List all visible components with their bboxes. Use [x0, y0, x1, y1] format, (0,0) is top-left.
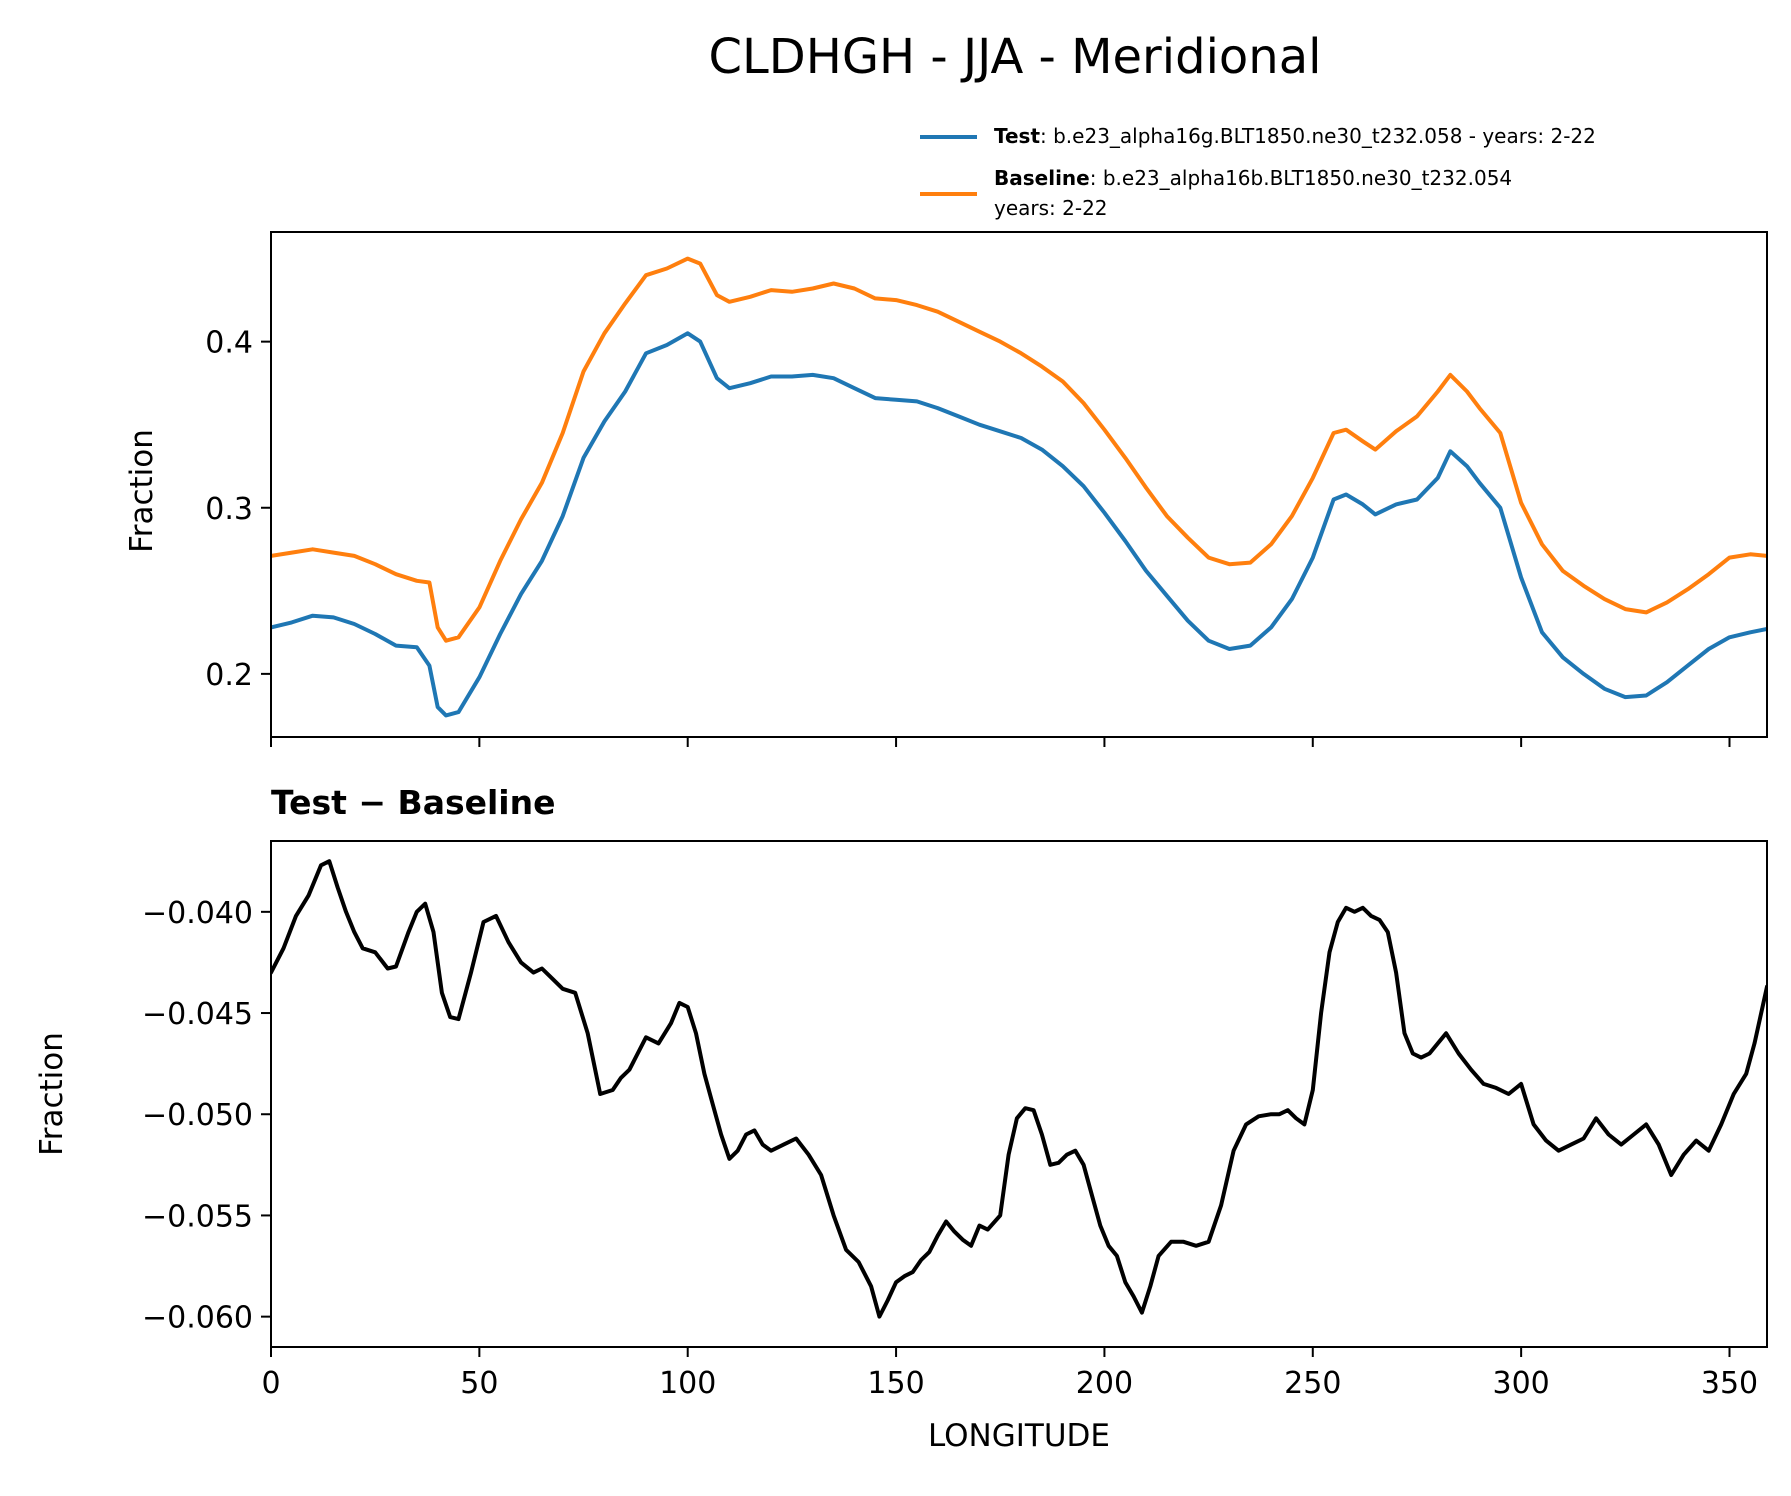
bottom-x-tick-label: 150 [867, 1366, 924, 1401]
bottom-x-tick-label: 100 [659, 1366, 716, 1401]
bottom-panel-title: Test − Baseline [271, 783, 556, 822]
top-y-tick-label: 0.3 [205, 492, 253, 527]
legend: Test: b.e23_alpha16g.BLT1850.ne30_t232.0… [920, 124, 1596, 220]
bottom-y-axis-label: Fraction [34, 1032, 70, 1156]
legend-label-test: Test: b.e23_alpha16g.BLT1850.ne30_t232.0… [994, 124, 1596, 148]
bottom-panel: Test − Baseline 0 50 100 150 200 250 300 350 −0… [34, 783, 1768, 1454]
bottom-y-tick-label: −0.045 [142, 997, 253, 1032]
legend-label-test-bold: Test [994, 124, 1040, 148]
bottom-axes-frame [270, 840, 1768, 1348]
top-y-ticks: 0.2 0.3 0.4 [205, 326, 271, 693]
top-y-tick-label: 0.2 [205, 658, 253, 693]
legend-label-baseline-years: years: 2-22 [994, 196, 1108, 220]
legend-label-baseline-bold: Baseline [994, 166, 1090, 190]
top-y-tick-label: 0.4 [205, 326, 253, 361]
bottom-series-group [271, 859, 1767, 1319]
bottom-x-ticks: 0 50 100 150 200 250 300 350 [261, 1347, 1758, 1401]
bottom-x-tick-label: 200 [1076, 1366, 1133, 1401]
x-axis-label: LONGITUDE [928, 1418, 1110, 1454]
top-series-group [271, 256, 1767, 718]
chart-title: CLDHGH - JJA - Meridional [709, 29, 1322, 85]
top-panel: 0.2 0.3 0.4 Fraction [124, 231, 1768, 747]
bottom-y-tick-label: −0.040 [142, 896, 253, 931]
bottom-x-tick-label: 300 [1493, 1366, 1550, 1401]
top-series-line-baseline [271, 256, 1767, 643]
bottom-y-ticks: −0.060 −0.055 −0.050 −0.045 −0.040 [142, 896, 271, 1336]
bottom-series-line-test-baseline [271, 859, 1767, 1319]
bottom-x-tick-label: 0 [261, 1366, 280, 1401]
bottom-y-tick-label: −0.050 [142, 1098, 253, 1133]
top-series-line-test [271, 331, 1767, 718]
legend-label-baseline-rest: : b.e23_alpha16b.BLT1850.ne30_t232.054 [1090, 166, 1512, 190]
bottom-x-tick-label: 250 [1284, 1366, 1341, 1401]
bottom-y-tick-label: −0.055 [142, 1199, 253, 1234]
bottom-x-tick-label: 350 [1701, 1366, 1758, 1401]
bottom-y-tick-label: −0.060 [142, 1301, 253, 1336]
legend-label-test-rest: : b.e23_alpha16g.BLT1850.ne30_t232.058 -… [1040, 124, 1596, 148]
legend-label-baseline: Baseline: b.e23_alpha16b.BLT1850.ne30_t2… [994, 166, 1512, 190]
top-x-ticks [270, 737, 1731, 747]
top-y-axis-label: Fraction [124, 429, 160, 553]
bottom-x-tick-label: 50 [460, 1366, 498, 1401]
top-axes-frame [270, 231, 1768, 738]
